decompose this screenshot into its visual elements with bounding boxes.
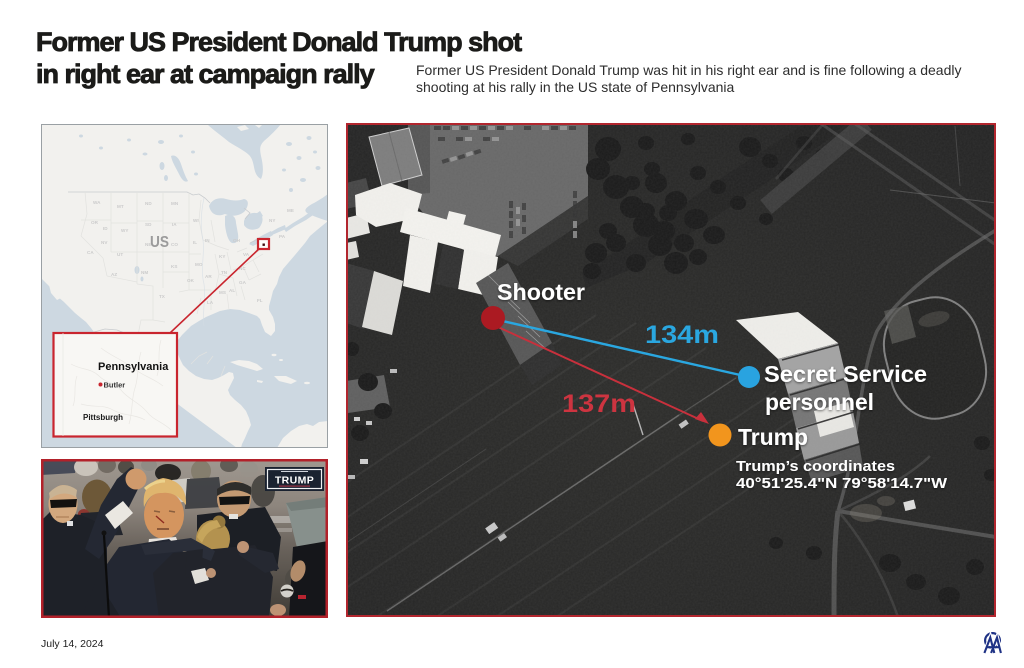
svg-text:UT: UT	[117, 252, 123, 257]
svg-text:IL: IL	[193, 240, 197, 245]
svg-text:KS: KS	[171, 264, 177, 269]
svg-text:AZ: AZ	[111, 272, 117, 277]
svg-text:NM: NM	[141, 270, 148, 275]
svg-text:CO: CO	[171, 242, 178, 247]
svg-text:Trump: Trump	[738, 424, 808, 450]
svg-text:WA: WA	[93, 200, 101, 205]
svg-text:Trump’s coordinates: Trump’s coordinates	[736, 458, 895, 475]
svg-text:137m: 137m	[562, 390, 636, 418]
svg-text:KY: KY	[219, 254, 225, 259]
svg-text:OR: OR	[91, 220, 99, 225]
svg-text:Secret Service: Secret Service	[764, 361, 927, 387]
svg-text:VA: VA	[243, 252, 250, 257]
svg-text:personnel: personnel	[765, 389, 874, 415]
svg-text:CA: CA	[87, 250, 94, 255]
svg-text:ID: ID	[103, 226, 108, 231]
svg-text:WY: WY	[121, 228, 128, 233]
svg-text:NC: NC	[239, 266, 246, 271]
svg-text:Pittsburgh: Pittsburgh	[83, 413, 123, 422]
svg-text:OK: OK	[187, 278, 195, 283]
svg-text:WI: WI	[193, 218, 199, 223]
svg-text:40°51'25.4"N 79°58'14.7"W: 40°51'25.4"N 79°58'14.7"W	[736, 475, 948, 492]
svg-text:MN: MN	[171, 201, 179, 206]
svg-text:IN: IN	[205, 238, 210, 243]
svg-text:GA: GA	[239, 280, 247, 285]
svg-text:OH: OH	[233, 238, 241, 243]
svg-text:NY: NY	[269, 218, 275, 223]
svg-text:TX: TX	[159, 294, 166, 299]
svg-text:Butler: Butler	[104, 381, 126, 390]
svg-text:MO: MO	[195, 262, 203, 267]
svg-text:MT: MT	[117, 204, 124, 209]
svg-text:TRUMP: TRUMP	[275, 475, 314, 487]
svg-text:MS: MS	[219, 290, 226, 295]
svg-text:TN: TN	[221, 270, 228, 275]
svg-text:ND: ND	[145, 201, 152, 206]
svg-text:LA: LA	[207, 300, 214, 305]
svg-text:IA: IA	[172, 222, 177, 227]
svg-text:NE: NE	[145, 242, 151, 247]
svg-text:AR: AR	[205, 274, 212, 279]
svg-text:Pennsylvania: Pennsylvania	[98, 361, 169, 373]
svg-text:ME: ME	[287, 208, 294, 213]
svg-text:NV: NV	[101, 240, 108, 245]
svg-text:US: US	[150, 234, 169, 251]
svg-text:AL: AL	[229, 288, 235, 293]
svg-text:Shooter: Shooter	[497, 279, 585, 305]
svg-text:SD: SD	[145, 222, 152, 227]
svg-text:PA: PA	[279, 234, 286, 239]
svg-text:134m: 134m	[645, 321, 719, 349]
svg-text:FL: FL	[257, 298, 263, 303]
